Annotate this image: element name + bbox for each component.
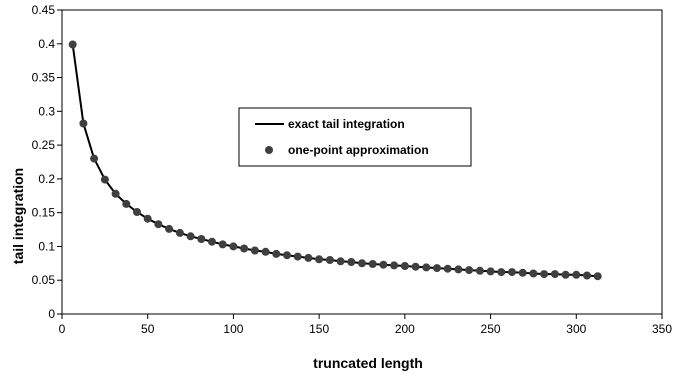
data-point-one-point-approximation	[497, 268, 506, 277]
data-point-one-point-approximation	[175, 228, 184, 237]
data-point-one-point-approximation	[250, 246, 259, 255]
x-tick-label: 300	[566, 322, 586, 336]
y-tick-label: 0.4	[38, 37, 55, 51]
data-point-one-point-approximation	[508, 268, 516, 277]
y-tick-label: 0.15	[32, 206, 56, 220]
legend-marker-swatch	[265, 146, 273, 154]
data-point-one-point-approximation	[261, 247, 270, 256]
x-axis-title: truncated length	[313, 355, 423, 371]
y-tick-label: 0.05	[32, 273, 56, 287]
data-point-one-point-approximation	[422, 263, 431, 272]
data-point-one-point-approximation	[315, 255, 324, 264]
data-point-one-point-approximation	[304, 253, 313, 262]
data-point-one-point-approximation	[358, 259, 366, 268]
data-point-one-point-approximation	[272, 249, 281, 258]
data-point-one-point-approximation	[229, 242, 238, 251]
data-point-one-point-approximation	[433, 264, 441, 273]
x-tick-label: 250	[481, 322, 501, 336]
x-tick-label: 150	[309, 322, 329, 336]
y-tick-label: 0.35	[32, 71, 56, 85]
data-point-one-point-approximation	[465, 266, 474, 275]
data-point-one-point-approximation	[347, 258, 356, 266]
x-axis-ticks: 0 50 100 150 200 250 300 350	[59, 314, 672, 336]
data-point-one-point-approximation	[443, 264, 452, 273]
data-point-one-point-approximation	[111, 189, 120, 198]
data-point-one-point-approximation	[368, 260, 377, 268]
data-point-one-point-approximation	[68, 40, 77, 49]
data-point-one-point-approximation	[133, 208, 141, 216]
data-point-one-point-approximation	[325, 256, 334, 264]
data-point-one-point-approximation	[336, 257, 345, 266]
data-point-one-point-approximation	[90, 154, 99, 163]
data-point-one-point-approximation	[100, 175, 109, 184]
data-point-one-point-approximation	[518, 268, 527, 277]
data-point-one-point-approximation	[79, 119, 88, 128]
data-point-one-point-approximation	[293, 252, 302, 261]
data-point-one-point-approximation	[197, 235, 206, 243]
data-point-one-point-approximation	[218, 240, 227, 249]
data-point-one-point-approximation	[561, 270, 570, 279]
data-point-one-point-approximation	[143, 214, 152, 223]
y-axis-ticks: 0 0.05 0.1 0.15 0.2 0.25 0.3 0.35 0.4 0.45	[32, 3, 62, 321]
legend: exact tail integration one-point approxi…	[238, 107, 472, 167]
legend-box	[238, 107, 472, 167]
data-point-one-point-approximation	[572, 270, 581, 279]
data-point-one-point-approximation	[540, 270, 549, 279]
data-point-one-point-approximation	[122, 199, 131, 208]
data-point-one-point-approximation	[283, 251, 291, 260]
data-point-one-point-approximation	[165, 224, 174, 233]
data-point-one-point-approximation	[411, 262, 420, 271]
data-point-one-point-approximation	[454, 265, 463, 274]
x-tick-label: 50	[141, 322, 155, 336]
legend-label-exact: exact tail integration	[288, 117, 405, 131]
y-tick-label: 0.25	[32, 138, 56, 152]
data-point-one-point-approximation	[583, 271, 591, 280]
y-axis-title: tail integration	[10, 168, 26, 264]
y-tick-label: 0.1	[38, 239, 55, 253]
x-tick-label: 100	[223, 322, 243, 336]
data-point-one-point-approximation	[240, 244, 249, 253]
y-tick-label: 0.3	[38, 104, 55, 118]
x-tick-label: 350	[652, 322, 672, 336]
data-point-one-point-approximation	[475, 266, 484, 275]
y-tick-label: 0.2	[38, 172, 55, 186]
data-point-one-point-approximation	[208, 237, 216, 246]
data-point-one-point-approximation	[400, 262, 409, 270]
y-tick-label: 0	[48, 307, 55, 321]
x-tick-label: 200	[395, 322, 415, 336]
series-layer	[68, 40, 602, 281]
data-point-one-point-approximation	[593, 272, 602, 281]
x-tick-label: 0	[59, 322, 66, 336]
y-tick-label: 0.45	[32, 3, 56, 17]
data-point-one-point-approximation	[550, 270, 559, 279]
data-point-one-point-approximation	[186, 232, 195, 241]
legend-label-approx: one-point approximation	[288, 143, 429, 157]
data-point-one-point-approximation	[379, 260, 388, 269]
data-point-one-point-approximation	[390, 261, 399, 270]
data-point-one-point-approximation	[486, 267, 495, 276]
data-point-one-point-approximation	[154, 220, 163, 229]
data-point-one-point-approximation	[529, 269, 538, 278]
